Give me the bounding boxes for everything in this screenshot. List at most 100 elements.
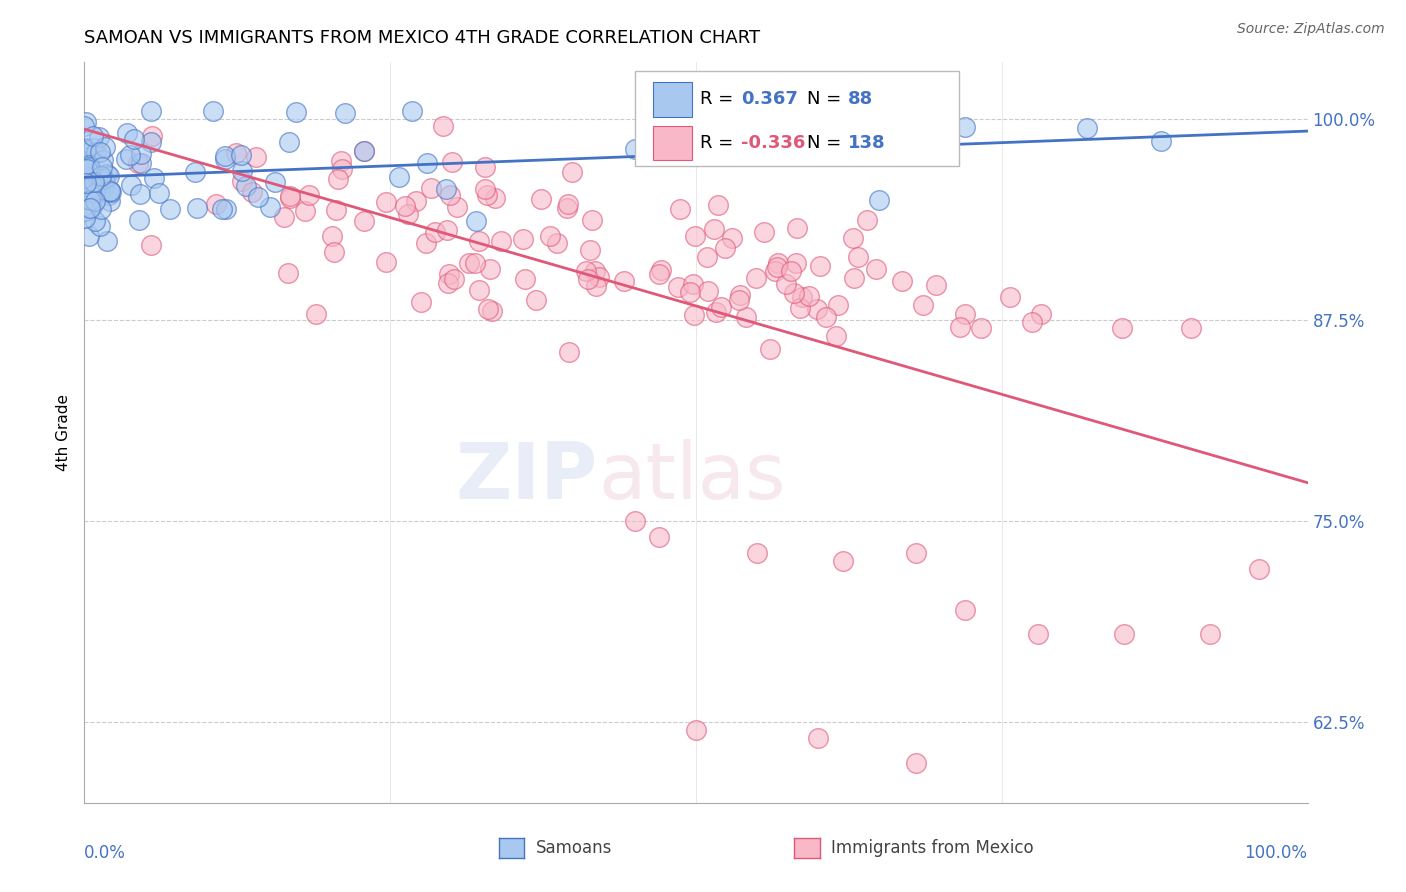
- Point: [294, 204, 316, 219]
- Point: [785, 256, 807, 270]
- Point: [240, 186, 263, 200]
- Point: [75, 176, 97, 190]
- Point: [73, 204, 96, 219]
- Point: [329, 153, 352, 168]
- Point: [75, 142, 97, 156]
- Text: N =: N =: [807, 134, 848, 153]
- Point: [512, 232, 534, 246]
- Point: [90, 171, 112, 186]
- Point: [588, 270, 610, 285]
- Point: [89, 145, 111, 159]
- Point: [775, 277, 797, 292]
- Point: [245, 150, 267, 164]
- Point: [127, 155, 149, 169]
- Point: [278, 135, 301, 149]
- Point: [235, 179, 257, 194]
- Point: [464, 214, 486, 228]
- Point: [583, 264, 606, 278]
- Point: [148, 186, 170, 200]
- Point: [202, 103, 225, 118]
- Point: [484, 191, 506, 205]
- Point: [831, 554, 853, 568]
- Point: [1150, 134, 1173, 148]
- Point: [481, 304, 503, 318]
- Point: [807, 128, 830, 142]
- Point: [714, 241, 737, 255]
- Point: [648, 530, 671, 544]
- Point: [214, 152, 236, 166]
- Point: [75, 115, 97, 129]
- Point: [925, 278, 948, 293]
- Point: [205, 197, 228, 211]
- Point: [321, 229, 343, 244]
- Point: [440, 155, 463, 169]
- Point: [231, 174, 253, 188]
- Point: [100, 185, 122, 199]
- Point: [576, 272, 599, 286]
- Point: [1028, 627, 1050, 641]
- Point: [93, 172, 115, 186]
- Point: [353, 144, 375, 158]
- Point: [91, 153, 114, 168]
- Point: [214, 149, 236, 163]
- Text: 0.0%: 0.0%: [84, 844, 127, 862]
- Point: [1198, 627, 1220, 641]
- Point: [93, 179, 115, 194]
- Point: [1111, 321, 1133, 335]
- Point: [474, 182, 496, 196]
- FancyBboxPatch shape: [654, 82, 692, 117]
- Text: ZIP: ZIP: [456, 439, 598, 515]
- Point: [696, 250, 718, 264]
- Point: [808, 259, 831, 273]
- Point: [129, 156, 152, 170]
- Point: [1076, 121, 1098, 136]
- Point: [685, 229, 707, 244]
- Point: [211, 202, 233, 216]
- Point: [856, 213, 879, 227]
- Point: [515, 272, 537, 286]
- Point: [905, 756, 928, 770]
- Point: [766, 256, 789, 270]
- Point: [75, 141, 97, 155]
- Point: [721, 231, 744, 245]
- Point: [434, 181, 457, 195]
- Point: [423, 225, 446, 239]
- Point: [1114, 627, 1136, 641]
- Point: [432, 119, 454, 133]
- Point: [139, 103, 162, 118]
- Point: [263, 175, 285, 189]
- Text: -0.336: -0.336: [741, 134, 806, 153]
- Point: [229, 147, 252, 161]
- Point: [90, 202, 112, 216]
- Point: [825, 329, 848, 343]
- Point: [82, 200, 104, 214]
- Point: [231, 163, 253, 178]
- Text: Immigrants from Mexico: Immigrants from Mexico: [831, 839, 1033, 857]
- Point: [436, 276, 458, 290]
- Point: [75, 153, 97, 168]
- Point: [73, 170, 96, 185]
- Point: [786, 221, 808, 235]
- Point: [766, 260, 789, 275]
- Point: [273, 210, 295, 224]
- Point: [555, 201, 578, 215]
- Point: [1029, 307, 1052, 321]
- Point: [139, 238, 162, 252]
- Point: [581, 212, 603, 227]
- Point: [73, 120, 96, 134]
- Point: [799, 289, 821, 303]
- Text: 100.0%: 100.0%: [1244, 844, 1308, 862]
- Point: [624, 142, 647, 156]
- Point: [789, 301, 811, 315]
- Point: [90, 161, 112, 175]
- Point: [1247, 562, 1270, 576]
- Point: [141, 128, 163, 143]
- Point: [439, 188, 461, 202]
- Point: [848, 250, 870, 264]
- Point: [416, 156, 439, 170]
- Point: [353, 214, 375, 228]
- Point: [953, 120, 976, 134]
- Point: [1180, 321, 1202, 335]
- Point: [953, 602, 976, 616]
- Point: [97, 169, 120, 183]
